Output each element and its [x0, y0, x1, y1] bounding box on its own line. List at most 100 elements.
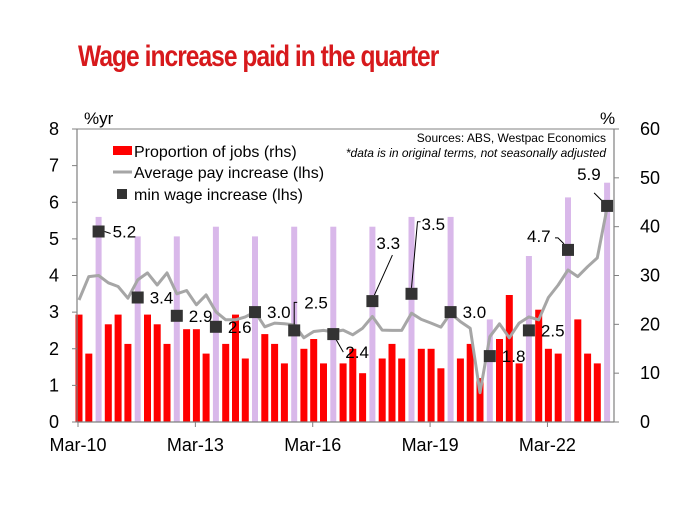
bar-jun-11 [124, 343, 132, 422]
legend-swatch-proportion [113, 146, 132, 155]
min-wage-marker-sep-18 [405, 287, 418, 300]
x-tick-label-mar-13: Mar-13 [167, 435, 224, 455]
bar-sep-17 [369, 226, 376, 422]
bar-mar-18 [388, 343, 396, 422]
right-tick-label-50: 50 [640, 168, 660, 188]
left-tick-label-4: 4 [49, 266, 59, 286]
left-tick-label-1: 1 [49, 375, 59, 395]
bar-jun-19 [437, 368, 445, 422]
bar-dec-12 [183, 329, 191, 422]
bar-sep-12 [173, 236, 180, 422]
bar-mar-19 [427, 348, 435, 423]
bar-mar-17 [349, 348, 357, 423]
min-wage-marker-sep-19 [444, 306, 457, 319]
bar-jun-23 [593, 363, 601, 422]
bar-dec-13 [222, 343, 230, 422]
min-wage-marker-sep-11 [131, 291, 144, 304]
min-wage-marker-sep-12 [170, 309, 183, 322]
bar-mar-22 [544, 348, 552, 423]
legend-swatch-min-wage [117, 189, 127, 199]
bar-sep-18 [408, 216, 415, 422]
bar-jun-15 [280, 363, 288, 422]
min-wage-marker-sep-22 [562, 243, 574, 256]
bar-dec-20 [496, 339, 503, 422]
data-label-sep-23: 5.9 [577, 165, 601, 184]
data-label-sep-16: 2.4 [345, 343, 369, 362]
left-tick-label-0: 0 [49, 412, 59, 432]
min-wage-marker-sep-15 [288, 324, 301, 337]
left-tick-label-5: 5 [49, 229, 59, 249]
left-tick-label-3: 3 [49, 302, 59, 322]
bar-sep-21 [525, 256, 532, 422]
leader-line-sep-16 [334, 337, 344, 353]
min-wage-marker-sep-13 [209, 320, 222, 333]
bar-jun-12 [163, 343, 171, 422]
bar-sep-14 [252, 236, 258, 422]
bar-jun-18 [398, 358, 406, 422]
legend-label-avg-pay: Average pay increase (lhs) [134, 165, 324, 182]
bar-jun-16 [320, 363, 327, 422]
x-tick-label-mar-22: Mar-22 [519, 435, 576, 455]
bar-sep-16 [330, 226, 337, 422]
bar-jun-21 [515, 363, 523, 422]
right-tick-label-40: 40 [640, 217, 660, 237]
data-label-sep-11: 3.4 [150, 289, 174, 308]
bar-dec-16 [339, 363, 347, 422]
bar-dec-22 [574, 319, 582, 422]
leader-line-sep-23 [593, 192, 603, 202]
right-tick-label-20: 20 [640, 314, 660, 334]
bar-mar-21 [505, 295, 513, 422]
left-tick-label-6: 6 [49, 192, 59, 212]
bar-dec-21 [535, 309, 543, 422]
bar-mar-23 [584, 353, 592, 422]
leader-line-sep-10 [104, 231, 111, 234]
bar-dec-17 [378, 358, 386, 422]
leader-line-sep-18 [411, 221, 421, 288]
bar-mar-16 [310, 339, 318, 422]
right-tick-label-60: 60 [640, 119, 660, 139]
data-label-sep-14: 3.0 [267, 303, 291, 322]
min-wage-marker-sep-20 [483, 350, 496, 363]
bar-sep-19 [447, 216, 454, 422]
left-tick-label-2: 2 [49, 339, 59, 359]
data-label-sep-15: 2.5 [304, 293, 328, 312]
left-tick-label-8: 8 [49, 119, 59, 139]
min-wage-marker-sep-16 [327, 328, 340, 341]
legend-label-min-wage: min wage increase (lhs) [134, 187, 303, 204]
bar-mar-14 [232, 314, 239, 422]
right-tick-label-10: 10 [640, 363, 660, 383]
leader-line-sep-17 [373, 254, 393, 296]
bar-dec-10 [104, 324, 112, 422]
left-axis-unit: %yr [84, 109, 114, 128]
data-label-sep-22: 4.7 [527, 227, 551, 246]
seasonal-adjustment-note: *data is in original terms, not seasonal… [346, 146, 606, 160]
bar-jun-22 [554, 353, 562, 422]
min-wage-marker-sep-23 [601, 199, 614, 212]
data-label-sep-10: 5.2 [113, 223, 137, 242]
axes-group: 0 1 2 3 4 5 6 7 8 0 10 20 30 40 50 60 Mar-10 Mar-13 Mar-16… [49, 119, 660, 455]
min-wage-marker-sep-10 [92, 225, 105, 238]
bar-mar-11 [114, 314, 122, 422]
bar-mar-10 [75, 314, 83, 422]
bar-mar-15 [271, 343, 279, 422]
bar-jun-10 [85, 353, 93, 422]
bar-jun-14 [241, 358, 249, 422]
x-tick-label-mar-16: Mar-16 [284, 435, 341, 455]
bar-mar-12 [153, 324, 161, 422]
chart-title: Wage increase paid in the quarter [78, 40, 439, 73]
legend-label-proportion: Proportion of jobs (rhs) [134, 144, 297, 161]
min-wage-marker-sep-21 [522, 324, 535, 337]
bar-sep-20 [486, 319, 493, 422]
avg-pay-line [77, 207, 609, 395]
bar-jun-20 [476, 378, 484, 422]
leader-line-sep-15 [293, 301, 298, 325]
right-tick-label-0: 0 [640, 412, 650, 432]
min-wage-marker-sep-14 [249, 306, 261, 319]
data-label-sep-12: 2.9 [189, 307, 213, 326]
bar-dec-15 [300, 348, 308, 423]
bar-mar-13 [192, 329, 200, 422]
min-wage-marker-sep-17 [366, 295, 379, 308]
data-label-sep-17: 3.3 [376, 234, 400, 253]
bar-sep-23 [604, 182, 611, 422]
